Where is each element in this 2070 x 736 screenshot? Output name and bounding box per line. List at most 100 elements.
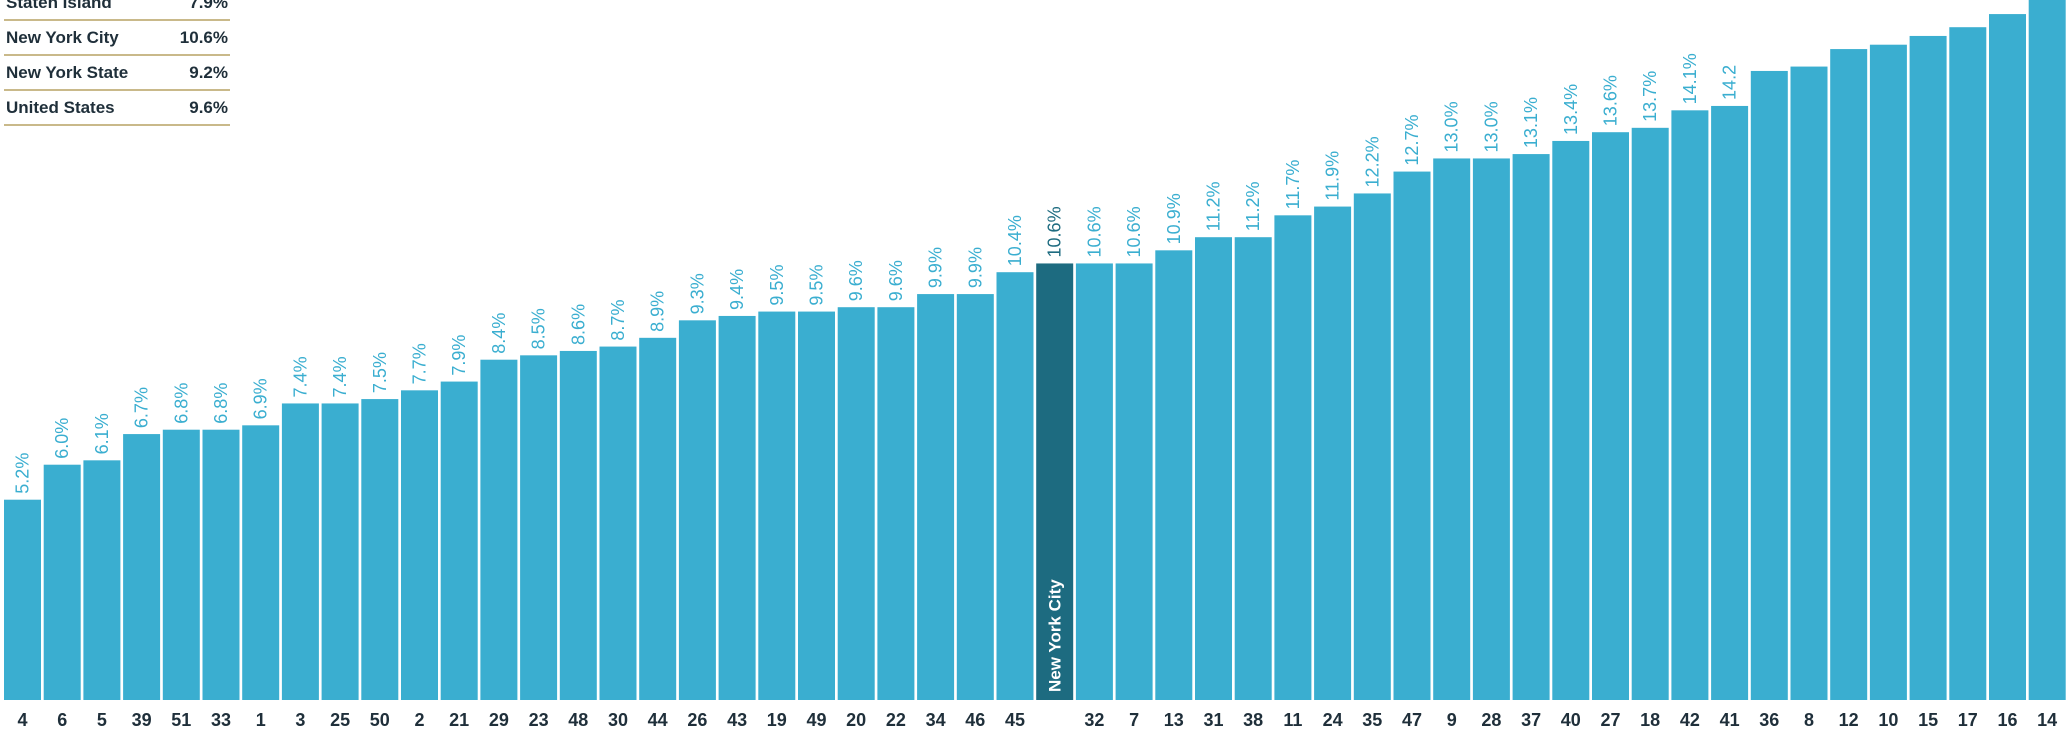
x-tick-label: 8: [1804, 710, 1814, 730]
x-tick-label: 42: [1680, 710, 1700, 730]
bar-value-label: 7.7%: [410, 343, 430, 384]
bar: [1472, 158, 1510, 700]
legend-row: United States 9.6%: [4, 91, 230, 126]
bar-value-label: 6.1%: [92, 413, 112, 454]
bar: [1671, 110, 1709, 700]
bar: [599, 346, 637, 700]
bar: [162, 429, 200, 700]
x-tick-label: 36: [1759, 710, 1779, 730]
bar: [1195, 237, 1232, 700]
bar-value-label: 11.2%: [1243, 181, 1263, 231]
bar: [1909, 35, 1947, 700]
bar: [758, 311, 796, 700]
bar: [1155, 250, 1193, 700]
bar-value-label: 13.0%: [1481, 101, 1501, 152]
x-tick-label: 6: [57, 710, 67, 730]
bar: [956, 294, 994, 700]
bar-value-label: 5.2%: [13, 453, 33, 494]
bar: [281, 403, 319, 700]
bar-value-label: 9.9%: [926, 247, 946, 288]
x-tick-label: 26: [687, 710, 707, 730]
x-tick-label: 40: [1561, 710, 1581, 730]
bar: [1274, 215, 1312, 700]
x-tick-label: 17: [1958, 710, 1978, 730]
bar-value-label: 7.5%: [370, 352, 390, 393]
bar-value-label: 9.6%: [846, 260, 866, 301]
bar-value-label: 13.7%: [1640, 71, 1660, 122]
x-tick-label: 12: [1839, 710, 1859, 730]
bar: [1353, 193, 1391, 700]
bar-value-label: 6.0%: [52, 418, 72, 459]
bar: [202, 429, 240, 700]
bar: [1433, 158, 1471, 700]
legend-value: 9.6%: [189, 97, 228, 117]
x-tick-label: 19: [767, 710, 787, 730]
bar: [1790, 66, 1828, 700]
bar: [1869, 44, 1907, 700]
x-tick-label: 14: [2037, 710, 2057, 730]
bar: [4, 499, 41, 700]
x-tick-label: 18: [1640, 710, 1660, 730]
x-tick-label: 10: [1878, 710, 1898, 730]
bar: [321, 403, 359, 700]
bar-value-label: 6.9%: [251, 378, 271, 419]
bar-value-label: 8.4%: [489, 313, 509, 354]
x-tick-label: 25: [330, 710, 350, 730]
bar-value-label: 12.7%: [1402, 115, 1422, 166]
x-tick-label: 45: [1005, 710, 1025, 730]
bar-value-label: 7.4%: [290, 356, 310, 397]
x-tick-label: 35: [1362, 710, 1382, 730]
legend-name: New York City: [6, 27, 119, 47]
legend-row: New York State 9.2%: [4, 56, 230, 91]
bar: [996, 272, 1034, 700]
bar: [917, 294, 955, 700]
bar-value-label: 13.6%: [1601, 75, 1621, 126]
bar: [559, 350, 597, 700]
bar-value-label: 14.1%: [1680, 53, 1700, 104]
bar-value-label: 11.7%: [1283, 160, 1303, 210]
bar-value-label: 9.6%: [886, 260, 906, 301]
bar-value-label: 9.5%: [767, 265, 787, 306]
legend-value: 7.9%: [189, 0, 228, 12]
bar-value-label: 10.4%: [1005, 215, 1025, 266]
bar-value-label: 11.2%: [1204, 181, 1224, 231]
bar-value-label: 7.4%: [330, 356, 350, 397]
bar: [480, 359, 518, 700]
x-tick-label: 44: [648, 710, 668, 730]
bar-value-label: 13.4%: [1561, 84, 1581, 135]
bar: [361, 399, 399, 700]
bar: [1314, 206, 1352, 700]
bar-value-label: 9.9%: [965, 247, 985, 288]
bar-value-label: 9.4%: [727, 269, 747, 310]
bar: [1711, 105, 1749, 700]
x-tick-label: 37: [1521, 710, 1541, 730]
x-tick-label: 49: [806, 710, 826, 730]
legend-row: New York City 10.6%: [4, 21, 230, 56]
bar-value-label: 6.8%: [171, 383, 191, 424]
bar: [718, 315, 756, 700]
x-tick-label: 15: [1918, 710, 1938, 730]
bar-value-label: 10.6%: [1045, 206, 1065, 257]
bar-value-label: 6.8%: [211, 383, 231, 424]
bar: [798, 311, 835, 700]
bar: [1234, 237, 1272, 700]
bar: [837, 307, 875, 700]
x-tick-label: 3: [295, 710, 305, 730]
x-tick-label: 33: [211, 710, 231, 730]
x-tick-label: 21: [449, 710, 469, 730]
x-tick-label: 13: [1164, 710, 1184, 730]
x-tick-label: 4: [17, 710, 27, 730]
x-tick-label: 23: [529, 710, 549, 730]
bar-value-label: 8.5%: [529, 308, 549, 349]
bar: [877, 307, 915, 700]
bar: [1393, 171, 1431, 700]
x-tick-label: 5: [97, 710, 107, 730]
x-tick-label: 30: [608, 710, 628, 730]
highlight-bar-label: New York City: [1046, 579, 1065, 692]
bar-value-label: 10.6%: [1084, 206, 1104, 257]
bar: [1989, 14, 2026, 700]
x-tick-label: 32: [1084, 710, 1104, 730]
bar: [1830, 49, 1868, 700]
bar-value-label: 8.7%: [608, 300, 628, 341]
